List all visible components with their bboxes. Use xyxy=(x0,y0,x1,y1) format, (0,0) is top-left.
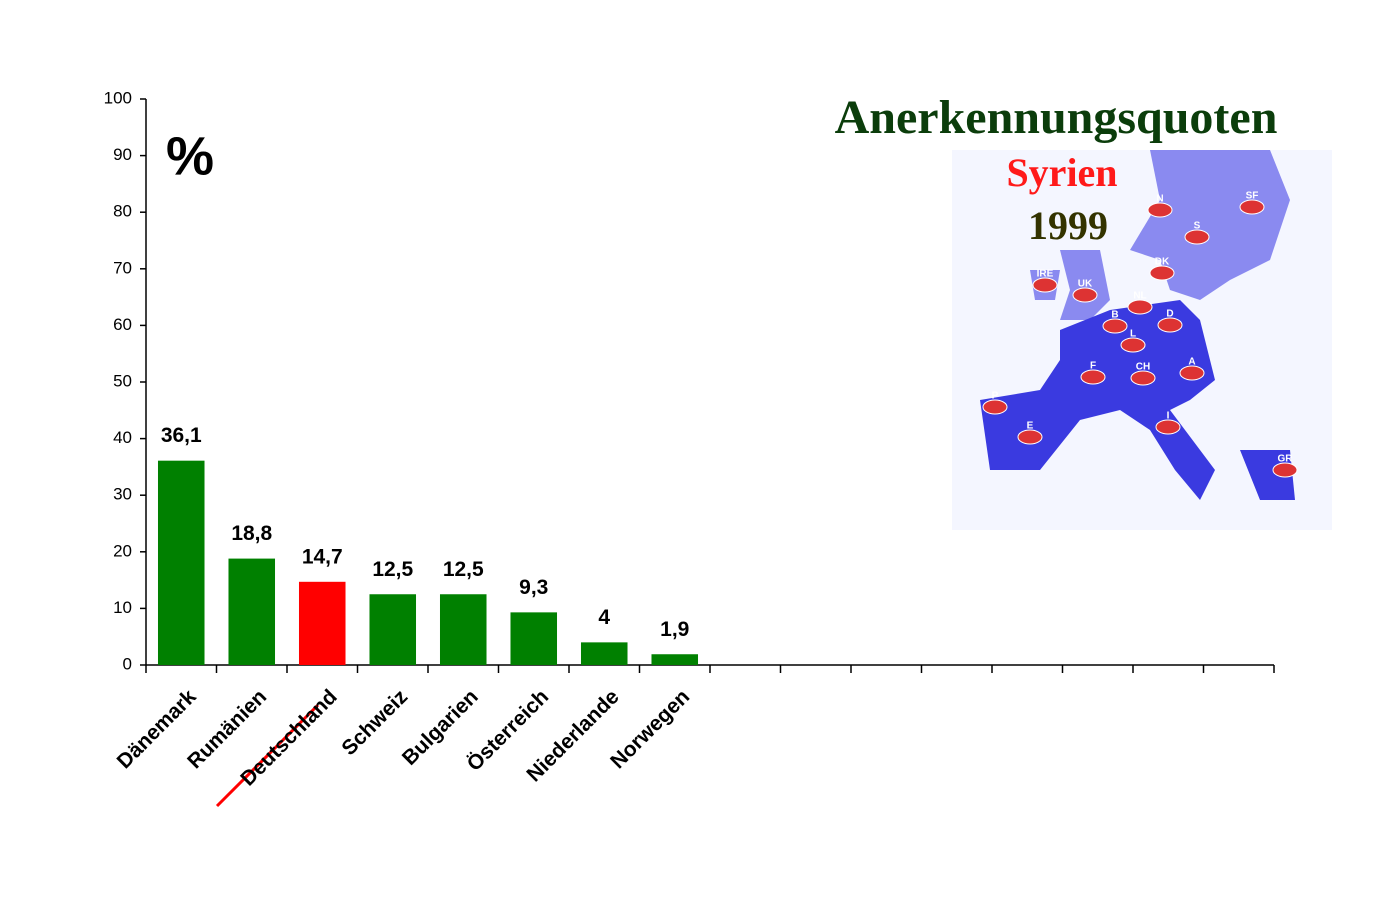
greece xyxy=(1240,450,1295,500)
value-label: 36,1 xyxy=(161,424,202,447)
value-label: 12,5 xyxy=(372,558,413,581)
map-flag xyxy=(1179,365,1205,381)
map-flag xyxy=(1120,337,1146,353)
mainland xyxy=(980,300,1215,500)
y-tick-label: 50 xyxy=(113,371,132,390)
map-label: I xyxy=(1167,411,1170,422)
highlight-underline xyxy=(215,703,320,808)
y-tick-label: 20 xyxy=(113,541,132,560)
y-tick-label: 60 xyxy=(113,315,132,334)
value-label: 12,5 xyxy=(443,558,484,581)
map-label: CH xyxy=(1136,362,1150,373)
y-tick-label: 90 xyxy=(113,145,132,164)
bar xyxy=(510,612,558,665)
y-tick-label: 40 xyxy=(113,428,132,447)
britain xyxy=(1060,250,1110,320)
map-label: E xyxy=(1027,421,1034,432)
value-label: 18,8 xyxy=(231,522,272,545)
map-flag xyxy=(1032,277,1058,293)
map-flag xyxy=(1130,370,1156,386)
bar xyxy=(580,642,628,665)
value-label: 4 xyxy=(598,606,610,629)
map-label: L xyxy=(1130,329,1136,340)
map-flag xyxy=(1157,317,1183,333)
map-label: D xyxy=(1166,309,1173,320)
map-flag xyxy=(1239,199,1265,215)
chart-subtitle: Syrien xyxy=(1006,150,1117,195)
map-flag xyxy=(1102,318,1128,334)
map-label: S xyxy=(1194,221,1201,232)
bar xyxy=(157,460,205,665)
y-tick-label: 80 xyxy=(113,202,132,221)
map-flag xyxy=(1017,429,1043,445)
year-label: 1999 xyxy=(1028,203,1108,248)
map-label: F xyxy=(1090,361,1096,372)
scandinavia xyxy=(1130,150,1290,300)
map-label: N xyxy=(1156,194,1163,205)
map-label: GR xyxy=(1278,454,1294,465)
y-tick-label: 0 xyxy=(123,654,132,673)
map-flag xyxy=(1147,202,1173,218)
map-flag xyxy=(1080,369,1106,385)
y-tick-label: 70 xyxy=(113,258,132,277)
y-tick-label: 10 xyxy=(113,598,132,617)
x-tick-label: Schweiz xyxy=(337,685,412,760)
map-label: UK xyxy=(1078,279,1093,290)
bar xyxy=(369,594,417,665)
value-label: 14,7 xyxy=(302,545,343,568)
map-flag xyxy=(1155,419,1181,435)
map xyxy=(952,150,1332,530)
map-flag xyxy=(1072,287,1098,303)
bar xyxy=(228,558,276,665)
map-flag xyxy=(982,399,1008,415)
map-label: NL xyxy=(1133,291,1146,302)
map-label: IRE xyxy=(1037,269,1054,280)
map-flag xyxy=(1127,299,1153,315)
map-label: P xyxy=(992,391,999,402)
bar xyxy=(651,654,699,665)
map-label: SF xyxy=(1246,191,1259,202)
y-tick-label: 100 xyxy=(104,88,132,107)
map-flag xyxy=(1149,265,1175,281)
map-label: DK xyxy=(1155,257,1170,268)
map-label: B xyxy=(1111,310,1118,321)
y-tick-label: 30 xyxy=(113,485,132,504)
bar xyxy=(439,594,487,665)
value-label: 1,9 xyxy=(660,618,689,641)
map-label: A xyxy=(1188,357,1195,368)
map-flag xyxy=(1272,462,1298,478)
y-unit: % xyxy=(166,126,214,186)
bar xyxy=(298,581,346,665)
map-flag xyxy=(1184,229,1210,245)
value-label: 9,3 xyxy=(519,576,548,599)
chart-title: Anerkennungsquoten xyxy=(835,91,1278,144)
